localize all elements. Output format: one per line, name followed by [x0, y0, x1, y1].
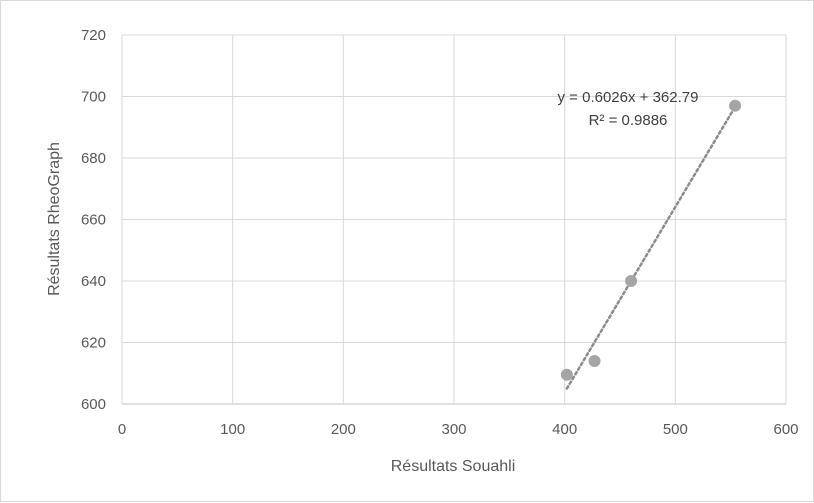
- x-tick-label: 100: [220, 421, 245, 438]
- r-squared-label: R² = 0.9886: [589, 112, 668, 129]
- y-axis-title: Résultats RheoGraph: [46, 142, 63, 296]
- y-tick-label: 700: [81, 89, 106, 106]
- x-tick-label: 0: [118, 421, 126, 438]
- x-tick-label: 200: [331, 421, 356, 438]
- x-tick-label: 600: [773, 421, 798, 438]
- trendline-equation: y = 0.6026x + 362.79: [558, 89, 699, 106]
- y-tick-label: 660: [81, 212, 106, 229]
- tick-labels: 600 620 640 660 680 700 720 0 100 200 300 400 500 600: [81, 27, 799, 438]
- y-tick-label: 620: [81, 335, 106, 352]
- y-tick-label: 720: [81, 27, 106, 44]
- grid: [121, 34, 787, 405]
- data-points: [560, 99, 742, 381]
- data-point: [729, 99, 742, 112]
- y-tick-label: 600: [81, 396, 106, 413]
- data-point: [560, 368, 573, 381]
- data-point: [588, 354, 601, 367]
- y-tick-label: 640: [81, 273, 106, 290]
- trendline: [565, 105, 737, 390]
- x-tick-label: 300: [441, 421, 466, 438]
- x-tick-label: 400: [552, 421, 577, 438]
- data-point: [625, 275, 638, 287]
- x-axis-title: Résultats Souahli: [391, 458, 516, 475]
- trendline-group: [565, 105, 737, 390]
- x-tick-label: 500: [663, 421, 688, 438]
- y-tick-label: 680: [81, 150, 106, 167]
